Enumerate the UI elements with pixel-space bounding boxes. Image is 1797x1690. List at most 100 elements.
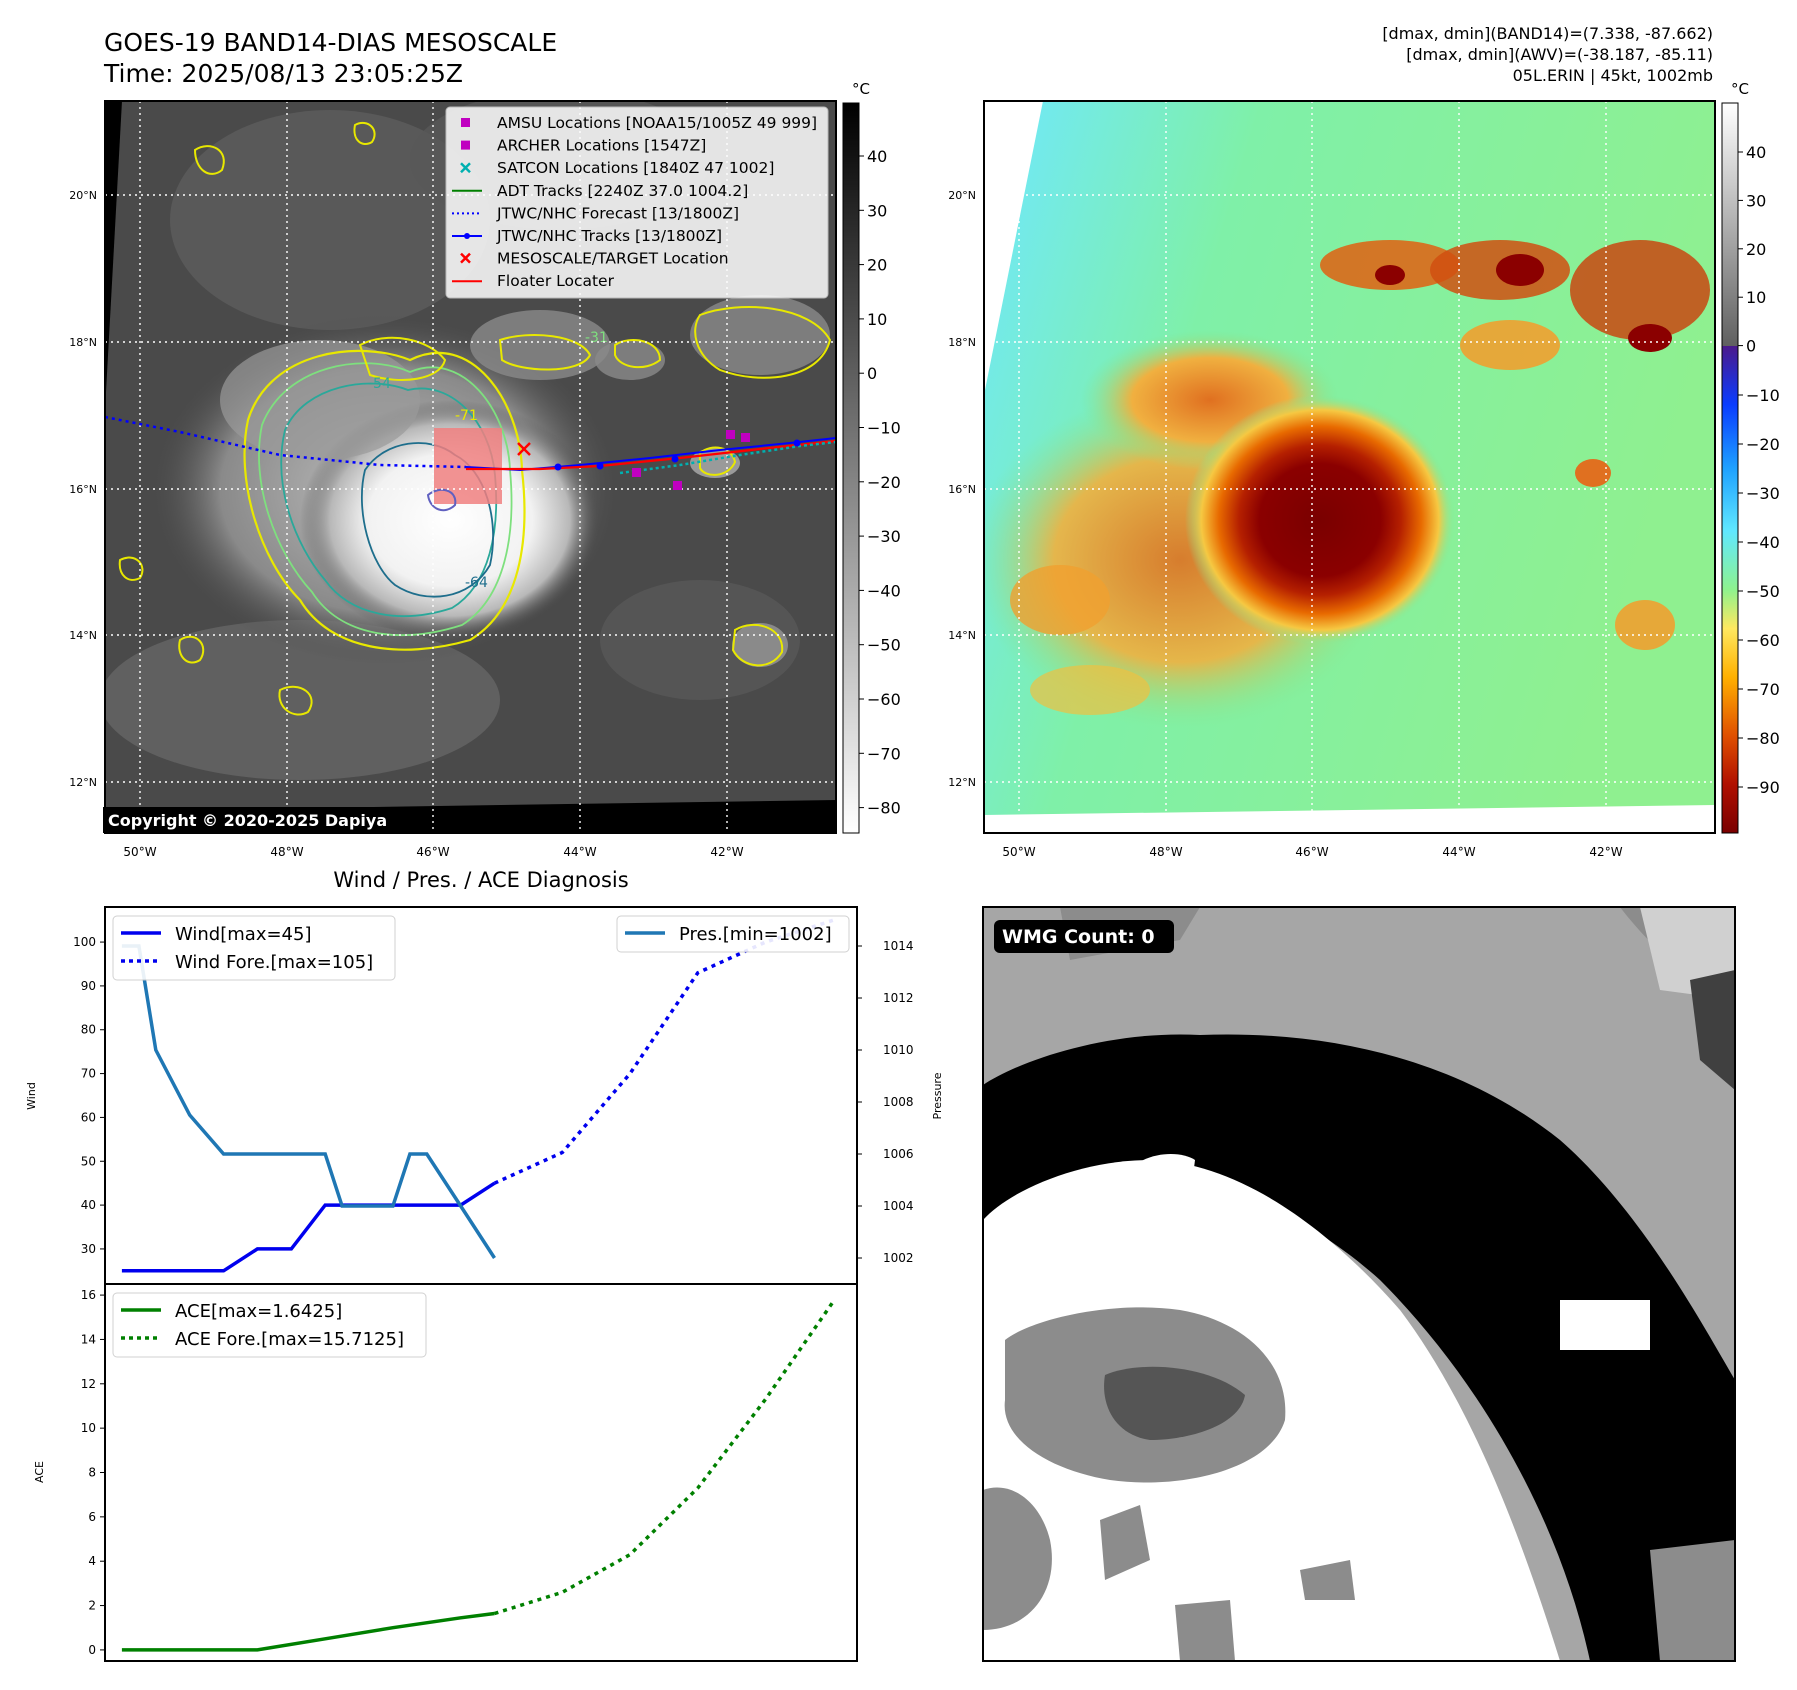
lon-label: 46°W — [1295, 845, 1328, 859]
diagnosis-title: Wind / Pres. / ACE Diagnosis — [333, 868, 628, 892]
dmax-band14: [dmax, dmin](BAND14)=(7.338, -87.662) — [1382, 24, 1713, 43]
wind-pressure-chart: 30 40 50 60 70 80 90 100 1002 1004 1006 1008 1010 10… — [25, 906, 944, 1285]
ace-tick: 14 — [81, 1332, 96, 1346]
colorbar-unit: °C — [1731, 80, 1749, 98]
ace-tick: 4 — [88, 1554, 96, 1568]
colorbar-tick: −50 — [867, 636, 901, 655]
band14-map: -31 -54 -64 -71 — [69, 80, 901, 859]
ace-chart: 0 2 4 6 8 10 12 14 16 ACE ACE[max=1.6425] ACE Fo… — [33, 1283, 858, 1662]
colorbar-tick: 40 — [1746, 143, 1766, 162]
ace-tick: 10 — [81, 1421, 96, 1435]
wind-tick: 100 — [73, 935, 96, 949]
contour-label: -31 — [585, 330, 608, 346]
wmg-panel: WMG Count: 0 — [982, 906, 1736, 1662]
lat-label: 20°N — [948, 189, 976, 202]
colorbar-tick: 30 — [1746, 191, 1766, 210]
colorbar-tick: −40 — [1746, 533, 1780, 552]
colorbar-tick: −10 — [1746, 386, 1780, 405]
ace-tick: 12 — [81, 1377, 96, 1391]
colorbar-tick: 20 — [1746, 240, 1766, 259]
ace-ylabel: ACE — [33, 1461, 46, 1483]
lon-label: 42°W — [710, 845, 743, 859]
legend-wind-fore: Wind Fore.[max=105] — [175, 952, 373, 973]
legend-marker-icon — [461, 140, 470, 150]
legend-marker-icon — [460, 252, 471, 264]
colorbar-tick: −60 — [1746, 631, 1780, 650]
lat-label: 12°N — [69, 776, 97, 789]
lon-label: 48°W — [1149, 845, 1182, 859]
dmax-awv: [dmax, dmin](AWV)=(-38.187, -85.11) — [1406, 45, 1713, 64]
lon-label: 50°W — [123, 845, 156, 859]
wind-tick: 70 — [81, 1067, 96, 1081]
colorbar-tick: −60 — [867, 690, 901, 709]
pressure-tick: 1006 — [883, 1147, 914, 1161]
legend-label: MESOSCALE/TARGET Location — [497, 250, 729, 268]
colorbar-tick: −70 — [867, 744, 901, 763]
legend-label: Floater Locater — [497, 272, 615, 290]
legend-ace-fore: ACE Fore.[max=15.7125] — [175, 1329, 404, 1350]
colorbar-tick: −90 — [1746, 778, 1780, 797]
legend-ace: ACE[max=1.6425] — [175, 1301, 342, 1322]
colorbar-tick: 0 — [867, 364, 877, 383]
pressure-tick: 1002 — [883, 1251, 914, 1265]
wind-tick: 40 — [81, 1198, 96, 1212]
wind-legend: Wind[max=45] Wind Fore.[max=105] — [112, 915, 396, 981]
colorbar-tick: 0 — [1746, 337, 1756, 356]
ace-legend: ACE[max=1.6425] ACE Fore.[max=15.7125] — [112, 1292, 427, 1358]
colorbar-tick: 10 — [867, 310, 887, 329]
wind-tick: 90 — [81, 979, 96, 993]
colorbar-tick: 30 — [867, 201, 887, 220]
series-line — [121, 1611, 495, 1652]
lat-label: 12°N — [948, 776, 976, 789]
ace-tick: 6 — [88, 1510, 96, 1524]
figure-title: GOES-19 BAND14-DIAS MESOSCALE — [104, 28, 557, 57]
colorbar-tick: −80 — [867, 799, 901, 818]
lat-label: 16°N — [69, 483, 97, 496]
pressure-tick: 1014 — [883, 939, 914, 953]
colorbar-tick: 10 — [1746, 288, 1766, 307]
legend-label: SATCON Locations [1840Z 47 1002] — [497, 159, 774, 177]
lon-label: 44°W — [563, 845, 596, 859]
lon-label: 44°W — [1442, 845, 1475, 859]
figure-time: Time: 2025/08/13 23:05:25Z — [103, 59, 463, 88]
colorbar-tick: −80 — [1746, 729, 1780, 748]
colorbar-tick: 40 — [867, 147, 887, 166]
colorbar-tick: −70 — [1746, 680, 1780, 699]
lat-label: 14°N — [948, 629, 976, 642]
ace-tick: 0 — [88, 1643, 96, 1657]
awv-map: 20°N 18°N 16°N 14°N 12°N 50°W 48°W 46°W … — [948, 80, 1780, 859]
lat-label: 20°N — [69, 189, 97, 202]
legend-marker-icon — [452, 233, 482, 239]
legend-label: AMSU Locations [NOAA15/1005Z 49 999] — [497, 114, 817, 132]
legend-wind: Wind[max=45] — [175, 924, 312, 945]
pressure-tick: 1004 — [883, 1199, 914, 1213]
contour-label: -71 — [455, 408, 478, 424]
awv-colorbar: °C 40 30 20 10 0 −10 −20 −30 −40 −50 −60 −70 −80 −90 — [1721, 80, 1780, 834]
lon-label: 42°W — [1589, 845, 1622, 859]
wind-tick: 80 — [81, 1023, 96, 1037]
wind-tick: 60 — [81, 1110, 96, 1124]
pressure-tick: 1010 — [883, 1043, 914, 1057]
wind-tick: 50 — [81, 1154, 96, 1168]
colorbar-tick: −30 — [867, 527, 901, 546]
lon-label: 48°W — [270, 845, 303, 859]
copyright: Copyright © 2020-2025 Dapiya — [108, 811, 387, 830]
wind-tick: 30 — [81, 1242, 96, 1256]
colorbar-tick: −20 — [1746, 435, 1780, 454]
ace-tick: 16 — [81, 1288, 96, 1302]
legend-label: JTWC/NHC Tracks [13/1800Z] — [496, 227, 722, 245]
colorbar-tick: −30 — [1746, 484, 1780, 503]
colorbar-tick: −20 — [867, 473, 901, 492]
legend-label: JTWC/NHC Forecast [13/1800Z] — [496, 204, 739, 222]
lon-label: 50°W — [1002, 845, 1035, 859]
colorbar-tick: −50 — [1746, 582, 1780, 601]
legend-label: ADT Tracks [2240Z 37.0 1004.2] — [497, 182, 748, 200]
map-legend: AMSU Locations [NOAA15/1005Z 49 999] ARCH… — [445, 106, 829, 299]
pressure-tick: 1008 — [883, 1095, 914, 1109]
series-line — [121, 944, 496, 1259]
series-line — [121, 1181, 496, 1273]
legend-label: ARCHER Locations [1547Z] — [497, 137, 706, 155]
lat-label: 16°N — [948, 483, 976, 496]
colorbar-tick: −10 — [867, 419, 901, 438]
band14-colorbar: °C 40 30 20 10 0 −10 −20 −30 −40 −50 −60 −70 −80 — [842, 80, 901, 834]
